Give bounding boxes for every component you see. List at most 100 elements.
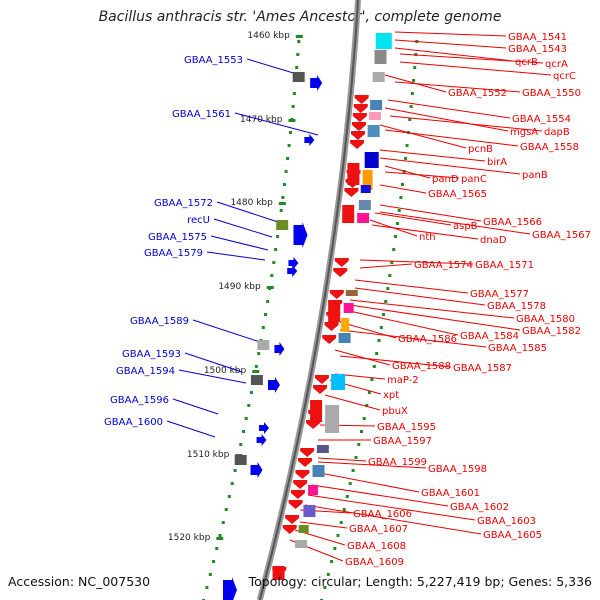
dot-marker xyxy=(264,313,267,316)
reverse-gene-label: GBAA_1605 xyxy=(483,530,542,541)
reverse-gene-label: GBAA_1601 xyxy=(421,488,480,499)
reverse-gene-arrow xyxy=(295,470,310,479)
dot-marker xyxy=(279,209,283,212)
forward-label-leader xyxy=(184,352,243,373)
dot-marker xyxy=(233,469,237,472)
dot-marker xyxy=(289,131,292,134)
genome-backbone-core xyxy=(258,0,359,600)
reverse-label-leader xyxy=(379,211,531,235)
gene-feature-box xyxy=(303,505,316,517)
reverse-gene-label: mgsA xyxy=(510,127,538,138)
gene-feature-box xyxy=(362,170,373,190)
reverse-gene-label: qcrA xyxy=(545,59,568,70)
forward-gene-label: GBAA_1594 xyxy=(116,366,175,377)
forward-label-leader xyxy=(206,251,266,261)
forward-label-leader xyxy=(234,112,319,136)
gene-feature-box xyxy=(325,405,340,433)
reverse-gene-label: dapB xyxy=(544,127,570,138)
reverse-gene-label: GBAA_1552 xyxy=(448,88,507,99)
reverse-gene-label: GBAA_1565 xyxy=(428,189,487,200)
dot-marker xyxy=(405,144,409,147)
dot-marker xyxy=(394,235,398,238)
dot-marker xyxy=(370,378,374,381)
forward-gene-arrow xyxy=(288,257,299,269)
reverse-label-leader xyxy=(359,263,413,269)
kbp-tick-label: 1480 kbp xyxy=(230,198,273,208)
dot-marker xyxy=(221,521,225,524)
dot-marker xyxy=(397,209,401,212)
dot-marker xyxy=(410,92,414,95)
forward-gene-label: GBAA_1579 xyxy=(144,248,203,259)
dot-marker xyxy=(323,586,327,589)
reverse-gene-label: pcnB xyxy=(468,144,493,155)
gene-feature-box xyxy=(292,72,305,82)
gene-feature-box xyxy=(360,185,371,193)
forward-label-leader xyxy=(166,420,216,438)
reverse-gene-label: GBAA_1607 xyxy=(349,524,408,535)
reverse-label-leader xyxy=(384,165,431,179)
reverse-gene-block xyxy=(272,566,285,580)
reverse-label-leader xyxy=(344,309,459,336)
dot-marker xyxy=(224,508,228,511)
reverse-gene-label: GBAA_1588 xyxy=(392,361,451,372)
reverse-gene-block xyxy=(310,400,323,422)
accession-text: Accession: NC_007530 xyxy=(8,574,151,589)
reverse-gene-label: panC xyxy=(461,174,487,185)
dot-marker xyxy=(291,105,295,108)
dot-marker xyxy=(266,300,270,303)
reverse-gene-arrow xyxy=(293,480,308,489)
dot-marker xyxy=(388,274,392,277)
kbp-tick xyxy=(288,119,296,122)
reverse-gene-arrow xyxy=(290,490,305,499)
dot-marker xyxy=(330,560,334,563)
forward-gene-arrow xyxy=(259,422,270,434)
forward-gene-arrow xyxy=(293,222,308,248)
reverse-gene-arrow xyxy=(329,290,344,299)
forward-gene-label: GBAA_1575 xyxy=(148,232,207,243)
reverse-label-leader xyxy=(384,129,519,147)
reverse-label-leader xyxy=(311,484,449,507)
forward-gene-label: GBAA_1593 xyxy=(122,349,181,360)
forward-label-leader xyxy=(178,369,247,384)
reverse-gene-label: GBAA_1602 xyxy=(450,502,509,513)
dot-marker xyxy=(297,40,301,43)
reverse-label-leader xyxy=(399,53,544,64)
dot-marker xyxy=(326,573,330,576)
reverse-gene-label: GBAA_1543 xyxy=(508,44,567,55)
gene-feature-box xyxy=(374,50,387,64)
kbp-tick xyxy=(216,537,224,540)
reverse-gene-block xyxy=(347,163,360,185)
reverse-gene-label: GBAA_1584 xyxy=(460,331,519,342)
dot-marker xyxy=(360,430,363,433)
reverse-label-leader xyxy=(359,259,474,265)
dot-marker xyxy=(345,495,349,498)
dot-marker xyxy=(357,443,361,446)
dot-marker xyxy=(354,456,358,459)
gene-feature-box xyxy=(295,540,308,548)
forward-gene-arrow xyxy=(267,377,280,393)
dot-marker xyxy=(274,248,278,251)
reverse-label-leader xyxy=(317,461,427,469)
reverse-gene-label: GBAA_1595 xyxy=(377,422,436,433)
dot-marker xyxy=(283,183,286,186)
reverse-label-leader xyxy=(304,504,482,535)
forward-label-leader xyxy=(192,319,261,343)
reverse-label-leader xyxy=(354,287,486,306)
reverse-label-leader xyxy=(339,355,452,368)
reverse-label-leader xyxy=(394,31,507,37)
gene-feature-box xyxy=(368,112,381,120)
reverse-gene-label: GBAA_1566 xyxy=(483,217,542,228)
dot-marker xyxy=(399,196,403,199)
dot-marker xyxy=(333,547,337,550)
gene-feature-box xyxy=(308,485,319,495)
reverse-gene-arrow xyxy=(354,95,369,104)
kbp-tick-label: 1500 kbp xyxy=(204,366,247,376)
reverse-label-leader xyxy=(389,115,543,132)
forward-gene-label: GBAA_1572 xyxy=(154,198,213,209)
reverse-label-leader xyxy=(384,107,509,132)
reverse-label-leader xyxy=(334,349,391,366)
dot-marker xyxy=(261,326,265,329)
reverse-gene-arrow xyxy=(350,131,365,140)
reverse-label-leader xyxy=(317,457,367,462)
